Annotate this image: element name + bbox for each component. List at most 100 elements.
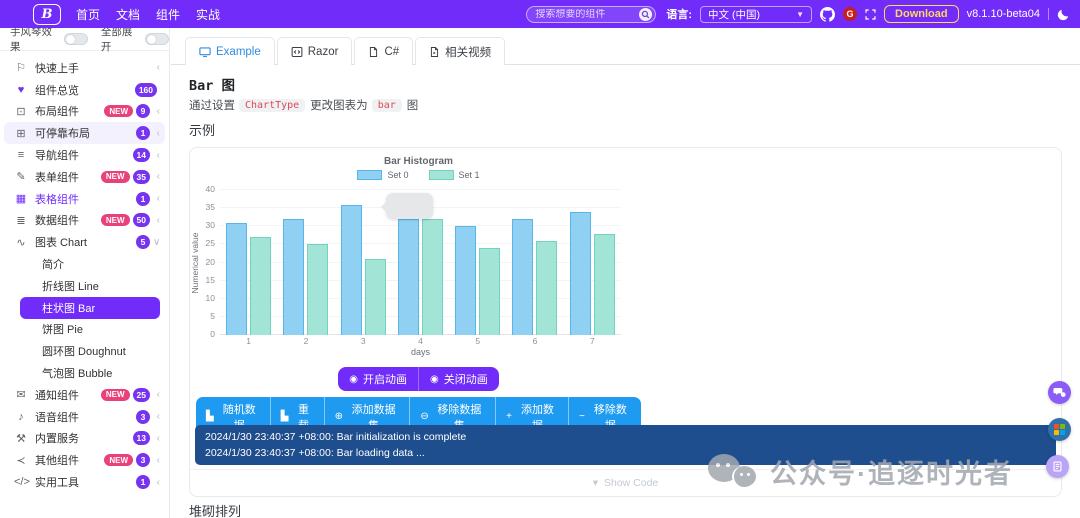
chevron-down-icon: ▼ — [796, 9, 805, 19]
expand-all-toggle[interactable] — [145, 33, 169, 45]
sidebar-item[interactable]: ⊡ 布局组件 NEW 9 ‹ — [4, 101, 165, 123]
tab-label: C# — [384, 45, 400, 58]
x-tick-label: 7 — [589, 336, 595, 346]
stop-animation-button[interactable]: ◉ 关闭动画 — [418, 367, 499, 391]
chart-tooltip — [381, 193, 433, 219]
bar[interactable] — [307, 244, 329, 335]
sidebar-item[interactable]: ∿ 图表 Chart 5 ∨ — [4, 231, 165, 253]
bar[interactable] — [593, 233, 615, 335]
bar[interactable] — [283, 219, 305, 335]
chat-bubbles-icon — [1053, 386, 1066, 399]
language-select[interactable]: 中文 (中国) ▼ — [700, 5, 813, 23]
chevron-icon: ‹ — [156, 389, 160, 401]
sidebar-subitem[interactable]: 气泡图 Bubble — [42, 368, 113, 381]
bar[interactable] — [364, 258, 386, 335]
sidebar-subitem[interactable]: 折线图 Line — [42, 280, 99, 293]
bar[interactable] — [250, 237, 271, 335]
legend-label: Set 1 — [458, 170, 480, 180]
sidebar-item[interactable]: ✎ 表单组件 NEW 35 ‹ — [4, 166, 165, 188]
moon-icon[interactable] — [1057, 8, 1070, 21]
sidebar-item-label: 图表 Chart — [35, 237, 87, 250]
bar[interactable] — [226, 222, 247, 335]
log-line: 2024/1/30 23:40:37 +08:00: Bar loading d… — [205, 446, 425, 459]
start-animation-button[interactable]: ◉ 开启动画 — [338, 367, 418, 391]
document-icon — [1052, 461, 1063, 472]
download-button[interactable]: Download — [884, 5, 959, 23]
table-grid-icon: ▦ — [15, 193, 27, 206]
count-badge: 3 — [136, 453, 150, 468]
search-input[interactable] — [535, 8, 640, 20]
share-icon: ≺ — [16, 454, 26, 467]
sidebar-item[interactable]: ≺ 其他组件 NEW 3 ‹ — [4, 449, 165, 471]
legend-item[interactable]: Set 1 — [428, 170, 480, 180]
expand-all-label: 全部展开 — [100, 26, 133, 53]
inline-code: ChartType — [239, 98, 306, 112]
sidebar-item[interactable]: ⚒ 内置服务 13 ‹ — [4, 428, 165, 450]
bar[interactable] — [421, 219, 443, 335]
count-badge: 50 — [132, 213, 150, 228]
description-text: 更改图表为 — [310, 100, 368, 112]
chevron-icon: ‹ — [156, 62, 160, 74]
tools-icon: ⚒ — [16, 432, 26, 445]
sidebar-subitem[interactable]: 饼图 Pie — [42, 324, 83, 337]
y-axis-title: Numerical value — [190, 232, 200, 293]
main-content: Example Razor C# 相关视频 Bar 图 通过设置 ChartType 更改… — [171, 28, 1080, 518]
color-squares-icon — [1054, 424, 1065, 435]
tab-c[interactable]: C# — [354, 37, 414, 65]
tab-razor[interactable]: Razor — [276, 37, 353, 65]
bar[interactable] — [569, 211, 591, 335]
theme-palette-fab[interactable] — [1048, 418, 1071, 441]
gitee-icon[interactable]: G — [843, 7, 858, 21]
sidebar-item[interactable]: </> 实用工具 1 ‹ — [4, 471, 165, 493]
nav-link[interactable]: 实战 — [196, 7, 221, 22]
sidebar-item[interactable]: ⚐ 快速上手 ‹ — [4, 57, 165, 79]
nav-link[interactable]: 组件 — [156, 7, 181, 22]
divider — [1048, 8, 1049, 20]
section-title-stacked: 堆砌排列 — [189, 504, 242, 518]
sidebar-subitem[interactable]: 柱状图 Bar — [20, 296, 160, 319]
y-tick-label: 40 — [205, 184, 215, 194]
sidebar-subitem[interactable]: 圆环图 Doughnut — [42, 346, 126, 359]
doc-switch-fab[interactable] — [1046, 455, 1069, 478]
bar[interactable] — [455, 226, 477, 335]
tab-相关视频[interactable]: 相关视频 — [415, 37, 506, 65]
sidebar-item[interactable]: ≡ 导航组件 14 ‹ — [4, 144, 165, 166]
sidebar-item[interactable]: ♪ 语音组件 3 ‹ — [4, 406, 165, 428]
sidebar-item[interactable]: ▦ 表格组件 1 ‹ — [4, 188, 165, 210]
bar[interactable] — [536, 240, 558, 335]
accordion-toggle[interactable] — [63, 33, 88, 45]
sidebar-item[interactable]: ⊞ 可停靠布局 1 ‹ — [4, 122, 165, 145]
sidebar-item[interactable]: ≣ 数据组件 NEW 50 ‹ — [4, 210, 165, 232]
y-tick-label: 25 — [205, 238, 215, 249]
github-icon[interactable] — [820, 6, 836, 22]
sidebar-item[interactable]: ✉ 通知组件 NEW 25 ‹ — [4, 384, 165, 406]
nav-link[interactable]: 文档 — [116, 7, 141, 22]
flag-icon: ⚐ — [16, 62, 26, 75]
sidebar-item-label: 其他组件 — [35, 455, 79, 468]
tab-label: Razor — [307, 45, 339, 58]
sidebar-item[interactable]: ♥ 组件总览 160 — [4, 79, 165, 101]
bar[interactable] — [479, 248, 501, 335]
sidebar-subitem[interactable]: 简介 — [42, 259, 64, 272]
chevron-icon: ‹ — [156, 127, 160, 139]
chevron-icon: ‹ — [156, 193, 160, 205]
nav-link[interactable]: 首页 — [76, 7, 101, 22]
brand-logo[interactable]: B — [33, 3, 61, 25]
sidebar-item-label: 导航组件 — [35, 150, 79, 163]
file-icon — [368, 46, 379, 58]
bar[interactable] — [397, 219, 419, 335]
bar[interactable] — [512, 219, 534, 335]
sidebar-menu: ⚐ 快速上手 ‹ ♥ 组件总览 160 ⊡ 布局组件 NEW 9 ‹ ⊞ 可停靠布局 1 ‹ ≡ 导航组件 14 ‹… — [0, 51, 169, 493]
fullscreen-icon[interactable] — [865, 8, 876, 20]
x-tick-label: 2 — [303, 336, 309, 346]
x-axis-ticks: 1 2 3 4 5 6 7 — [220, 335, 621, 347]
bar[interactable] — [340, 204, 362, 335]
legend-swatch — [428, 170, 454, 180]
legend-item[interactable]: Set 0 — [357, 170, 409, 180]
search-icon[interactable] — [639, 7, 653, 21]
tab-example[interactable]: Example — [185, 37, 275, 65]
feedback-chat-fab[interactable] — [1048, 381, 1071, 404]
show-code-bar[interactable]: ▾ Show Code — [190, 469, 1061, 496]
chevron-icon: ‹ — [156, 105, 160, 117]
chart-plot[interactable]: Numerical value 0 5 10 15 20 25 30 35 40 — [190, 185, 621, 339]
